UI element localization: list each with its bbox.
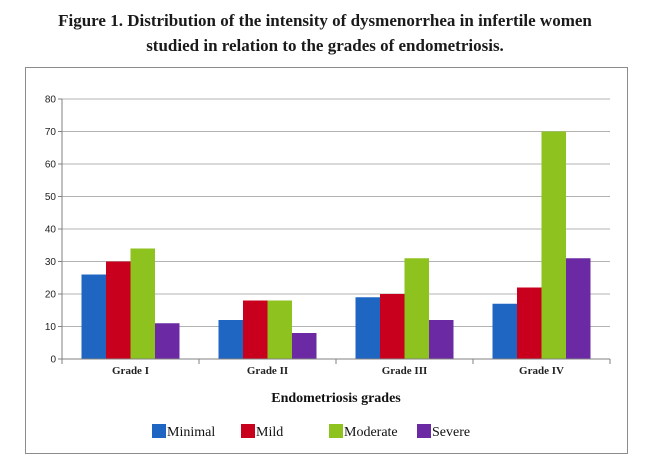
x-tick-label: Grade I: [112, 365, 149, 377]
bar-mild-grade-ii: [243, 300, 268, 359]
bar-moderate-grade-i: [130, 248, 155, 359]
bar-severe-grade-i: [155, 323, 180, 359]
y-tick-label: 10: [45, 322, 57, 333]
legend-swatch-severe: [417, 424, 431, 438]
legend-label-mild: Mild: [256, 425, 283, 440]
x-tick-label: Grade IV: [519, 365, 564, 377]
legend-label-severe: Severe: [432, 425, 470, 440]
bar-severe-grade-iv: [566, 258, 591, 359]
bar-minimal-grade-i: [81, 274, 106, 359]
figure-title-line-1: Figure 1. Distribution of the intensity …: [58, 11, 592, 30]
x-tick-label: Grade III: [382, 365, 428, 377]
axes: [58, 98, 611, 364]
legend-label-minimal: Minimal: [167, 425, 215, 440]
bar-moderate-grade-iii: [404, 258, 429, 359]
bar-severe-grade-iii: [429, 320, 454, 359]
y-tick-label: 70: [45, 127, 57, 138]
legend-swatch-minimal: [152, 424, 166, 438]
bar-mild-grade-i: [106, 261, 131, 359]
bar-minimal-grade-iii: [355, 297, 380, 359]
y-tick-label: 20: [45, 290, 57, 301]
y-tick-label: 80: [45, 95, 57, 106]
y-tick-label: 40: [45, 225, 57, 236]
bar-minimal-grade-iv: [492, 303, 517, 359]
legend-swatch-mild: [241, 424, 255, 438]
bar-moderate-grade-ii: [267, 300, 292, 359]
bars: [81, 131, 591, 359]
legend-label-moderate: Moderate: [344, 425, 398, 440]
bar-minimal-grade-ii: [218, 320, 243, 359]
legend: Minimal Mild Moderate Severe: [152, 424, 470, 440]
figure-title-line-2: studied in relation to the grades of end…: [146, 36, 504, 55]
y-tick-label: 0: [50, 355, 56, 366]
figure-title: Figure 1. Distribution of the intensity …: [0, 8, 650, 58]
bar-moderate-grade-iv: [541, 131, 566, 359]
x-tick-label: Grade II: [247, 365, 288, 377]
bar-mild-grade-iv: [517, 287, 542, 359]
bar-mild-grade-iii: [380, 294, 405, 359]
axis-labels: 0 10 20 30 40 50 60 70 80 Grade I Grade II Grade II…: [45, 95, 564, 378]
legend-swatch-moderate: [329, 424, 343, 438]
bar-severe-grade-ii: [292, 333, 317, 359]
x-axis-title: Endometriosis grades: [271, 391, 401, 406]
y-tick-label: 30: [45, 257, 57, 268]
y-tick-label: 50: [45, 192, 57, 203]
y-tick-label: 60: [45, 160, 57, 171]
